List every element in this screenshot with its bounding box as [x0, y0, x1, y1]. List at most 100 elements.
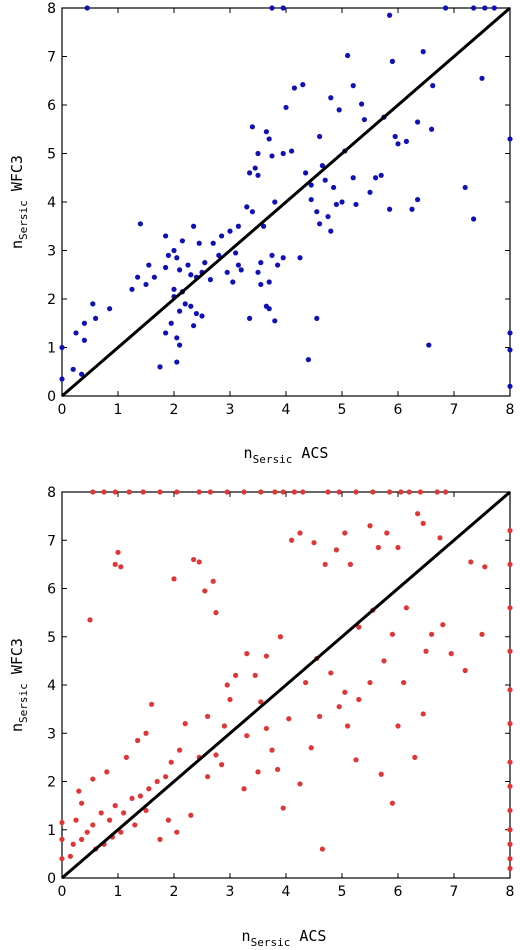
y-tick-label: 3 — [47, 244, 56, 260]
data-point — [258, 699, 264, 705]
data-point — [165, 252, 171, 258]
data-point — [241, 786, 247, 792]
y-tick-label: 4 — [47, 678, 56, 694]
data-point — [263, 725, 269, 732]
data-point — [333, 201, 339, 208]
data-point — [255, 150, 261, 157]
data-point — [165, 817, 171, 823]
data-point — [328, 228, 334, 234]
data-point — [177, 308, 183, 314]
data-point — [305, 357, 311, 363]
x-tick-label: 1 — [114, 402, 123, 418]
data-point — [507, 330, 513, 336]
data-point — [168, 759, 174, 765]
data-point — [137, 221, 143, 227]
data-point — [266, 136, 272, 142]
data-point — [471, 5, 477, 11]
data-point — [118, 829, 124, 835]
x-axis-label: nSersic ACS — [242, 927, 327, 949]
y-tick-label: 7 — [47, 533, 56, 549]
y-tick-label: 0 — [47, 389, 56, 405]
data-point — [356, 696, 362, 703]
data-point — [163, 774, 169, 780]
data-point — [261, 223, 267, 229]
data-point — [238, 267, 244, 273]
data-point — [163, 264, 169, 271]
data-point — [448, 651, 454, 657]
data-point — [269, 252, 275, 258]
data-point — [325, 213, 331, 220]
data-point — [420, 711, 426, 717]
data-point — [207, 489, 213, 495]
y-tick-label: 5 — [47, 630, 56, 646]
data-point — [378, 771, 384, 777]
data-point — [227, 228, 233, 234]
data-point — [174, 489, 180, 495]
data-point — [182, 301, 188, 307]
data-point — [507, 561, 513, 567]
data-point — [135, 737, 141, 744]
data-point — [79, 371, 85, 377]
data-point — [297, 530, 303, 536]
data-point — [112, 803, 118, 809]
data-point — [224, 682, 230, 688]
data-point — [300, 82, 306, 88]
data-point — [90, 776, 96, 782]
data-point — [213, 752, 219, 758]
data-point — [429, 631, 435, 637]
data-point — [73, 817, 79, 823]
y-tick-label: 0 — [47, 871, 56, 887]
data-point — [241, 489, 247, 495]
data-point — [188, 303, 194, 309]
plot-area — [59, 5, 513, 398]
data-point — [67, 853, 73, 859]
data-point — [342, 689, 348, 695]
x-tick-label: 8 — [506, 402, 515, 418]
x-tick-label: 6 — [394, 402, 403, 418]
data-point — [255, 172, 261, 178]
data-point — [266, 306, 272, 312]
y-tick-label: 6 — [47, 98, 56, 114]
data-point — [440, 622, 446, 628]
data-point — [266, 279, 272, 285]
data-point — [146, 786, 152, 792]
y-tick-labels: 0 1 2 3 4 5 6 7 8 — [47, 1, 56, 405]
data-point — [149, 701, 155, 707]
data-point — [392, 133, 398, 140]
x-tick-labels: 0 1 2 3 4 5 6 7 8 — [58, 884, 515, 900]
data-point — [350, 175, 356, 181]
data-point — [507, 759, 513, 765]
data-point — [356, 624, 362, 630]
y-tick-label: 4 — [47, 195, 56, 211]
y-tick-label: 3 — [47, 726, 56, 742]
data-point — [415, 511, 421, 517]
data-point — [112, 561, 118, 567]
data-points — [59, 489, 513, 871]
data-point — [219, 233, 225, 239]
data-point — [347, 561, 353, 567]
data-point — [182, 721, 188, 727]
data-point — [244, 733, 250, 739]
data-point — [188, 272, 194, 278]
data-point — [258, 260, 264, 266]
data-point — [387, 12, 393, 18]
data-point — [146, 262, 152, 268]
data-point — [423, 648, 429, 654]
data-point — [112, 489, 118, 495]
data-point — [507, 347, 513, 353]
data-point — [277, 634, 283, 640]
data-point — [129, 795, 135, 801]
data-point — [132, 822, 138, 828]
identity-line — [61, 6, 511, 398]
data-point — [210, 240, 216, 246]
data-point — [90, 301, 96, 307]
data-point — [98, 810, 104, 816]
data-point — [507, 721, 513, 727]
data-point — [507, 528, 513, 534]
data-point — [291, 489, 297, 495]
data-point — [378, 172, 384, 178]
x-tick-label: 5 — [338, 884, 347, 900]
data-point — [202, 260, 208, 266]
data-point — [107, 306, 113, 312]
data-point — [319, 846, 325, 852]
